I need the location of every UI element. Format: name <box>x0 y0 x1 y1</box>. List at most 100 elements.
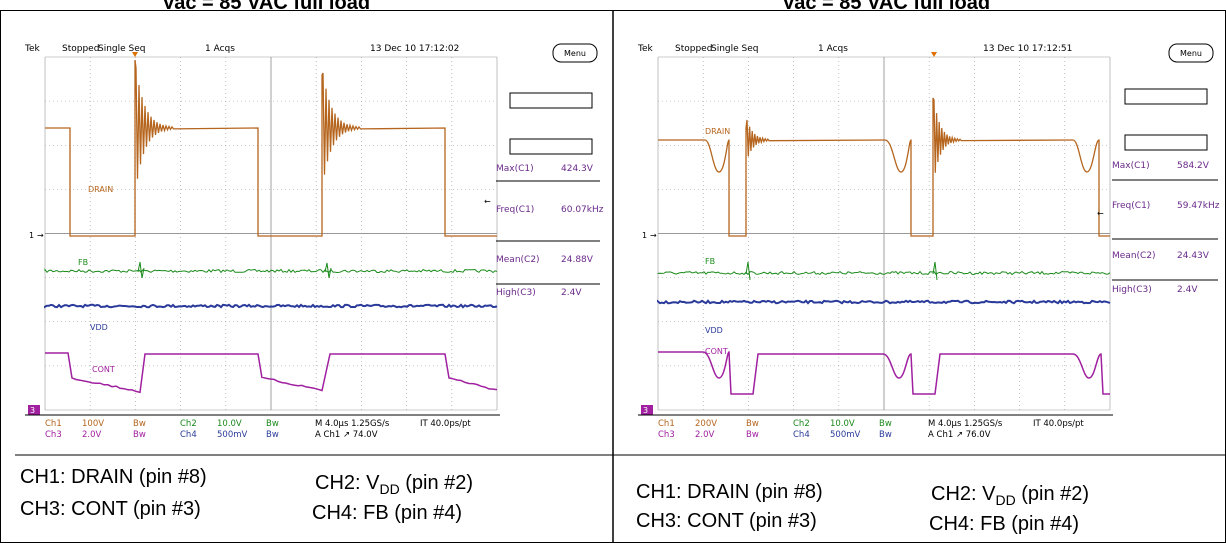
caption-ch3: CH3: CONT (pin #3) <box>20 498 201 520</box>
drain-label: DRAIN <box>705 127 730 136</box>
ch4-name: Ch4 <box>793 430 810 440</box>
meas-label: Freq(C1) <box>1112 201 1150 211</box>
fb-spike <box>324 262 332 279</box>
ch1-bw: Bw <box>133 419 146 429</box>
ch1-scale: 200V <box>695 419 717 429</box>
scope-state: Stopped <box>62 44 99 54</box>
ch4-bw: Bw <box>266 430 279 440</box>
meas-label: High(C3) <box>1112 285 1152 295</box>
ch3-bw: Bw <box>746 430 759 440</box>
ch1-bw: Bw <box>746 419 759 429</box>
scope-datetime: 13 Dec 10 17:12:02 <box>370 44 459 54</box>
measurements: Max(C1) 424.3V Freq(C1) 60.07kHz Mean(C2… <box>496 164 604 298</box>
scope-brand: Tek <box>24 44 41 54</box>
fb-spike <box>932 261 938 281</box>
record-length: IT 40.0ps/pt <box>420 419 471 429</box>
meas-value: 424.3V <box>561 164 594 174</box>
ref-arrow-icon: ← <box>1097 209 1104 218</box>
ch3-bw: Bw <box>133 430 146 440</box>
ch3-marker-icon: 3 <box>641 405 653 415</box>
fb-trace <box>657 270 1111 276</box>
ch4-bw: Bw <box>879 430 892 440</box>
caption-ch2-sub: DD <box>379 481 400 497</box>
ch1-name: Ch1 <box>45 419 62 429</box>
cont-label: CONT <box>92 365 115 374</box>
drain-trace <box>658 97 1110 237</box>
ref-arrow-icon: ← <box>484 197 491 206</box>
vdd-label: VDD <box>90 323 108 332</box>
caption-ch2: CH2: VDD (pin #2) <box>931 483 1089 508</box>
meas-value: 60.07kHz <box>561 205 604 215</box>
fb-spike <box>137 261 145 279</box>
meas-value: 24.43V <box>1177 251 1210 261</box>
ch1-scale: 100V <box>82 419 104 429</box>
graticule <box>657 56 1111 411</box>
scope-mode: Single Seq <box>711 44 759 54</box>
caption-ch2-sub: DD <box>995 492 1016 508</box>
ch2-name: Ch2 <box>180 419 197 429</box>
scope-datetime: 13 Dec 10 17:12:51 <box>983 44 1072 54</box>
meas-label: Mean(C2) <box>496 255 540 265</box>
vdd-label: VDD <box>705 326 723 335</box>
drain-label: DRAIN <box>88 185 113 194</box>
ch3-name: Ch3 <box>658 430 675 440</box>
fb-label: FB <box>78 258 88 267</box>
ch3-name: Ch3 <box>45 430 62 440</box>
vdd-trace <box>657 299 1111 305</box>
caption-ch4: CH4: FB (pin #4) <box>312 502 463 524</box>
timebase: M 4.0µs 1.25GS/s <box>315 419 390 429</box>
scope-screen-left: Tek Stopped Single Seq 1 Acqs 13 Dec 10 … <box>15 43 613 456</box>
meas-box-empty <box>509 138 593 155</box>
fb-trace <box>44 267 498 274</box>
caption-ch2-prefix: CH2: V <box>315 472 380 494</box>
timebase: M 4.0µs 1.25GS/s <box>928 419 1003 429</box>
scope-settings: Ch1 200V Bw Ch2 10.0V Bw M 4.0µs 1.25GS/… <box>658 419 1084 440</box>
menu-button-label: Menu <box>564 49 586 58</box>
menu-button-label: Menu <box>1180 49 1202 58</box>
meas-value: 2.4V <box>561 288 582 298</box>
scope-acqs: 1 Acqs <box>205 44 235 54</box>
caption-ch3: CH3: CONT (pin #3) <box>636 510 817 532</box>
fb-label: FB <box>705 257 715 266</box>
menu-button[interactable]: Menu <box>1168 43 1214 63</box>
scope-state: Stopped <box>675 44 712 54</box>
ch1-marker: 1 <box>29 231 34 240</box>
fb-spike <box>745 261 751 281</box>
ch2-bw: Bw <box>879 419 892 429</box>
meas-box-empty <box>1124 134 1208 151</box>
vdd-trace <box>44 303 498 309</box>
meas-label: Mean(C2) <box>1112 251 1156 261</box>
measurements: Max(C1) 584.2V Freq(C1) 59.47kHz Mean(C2… <box>1112 161 1220 295</box>
caption-ch1: CH1: DRAIN (pin #8) <box>20 466 207 488</box>
meas-label: Freq(C1) <box>496 205 534 215</box>
meas-label: Max(C1) <box>496 164 534 174</box>
record-length: IT 40.0ps/pt <box>1033 419 1084 429</box>
meas-box-empty <box>509 92 593 109</box>
scope-brand: Tek <box>637 44 654 54</box>
caption-ch2-suffix: (pin #2) <box>399 472 474 494</box>
ch1-marker-arrow-icon: → <box>37 231 44 240</box>
meas-value: 59.47kHz <box>1177 201 1220 211</box>
traces <box>657 97 1111 395</box>
meas-value: 2.4V <box>1177 285 1198 295</box>
caption-ch2-suffix: (pin #2) <box>1015 483 1090 505</box>
cont-label: CONT <box>705 347 728 356</box>
menu-button[interactable]: Menu <box>552 43 598 63</box>
ch2-name: Ch2 <box>793 419 810 429</box>
meas-value: 24.88V <box>561 255 594 265</box>
caption-ch4: CH4: FB (pin #4) <box>929 513 1080 535</box>
caption-ch2-prefix: CH2: V <box>931 483 996 505</box>
meas-value: 584.2V <box>1177 161 1210 171</box>
traces <box>44 59 498 394</box>
meas-box-empty <box>1124 88 1208 105</box>
ch2-scale: 10.0V <box>830 419 855 429</box>
caption-ch1: CH1: DRAIN (pin #8) <box>636 481 823 503</box>
trigger-marker-icon <box>132 52 138 57</box>
scope-acqs: 1 Acqs <box>818 44 848 54</box>
ch4-scale: 500mV <box>830 430 861 440</box>
ch3-scale: 2.0V <box>82 430 102 440</box>
ch4-name: Ch4 <box>180 430 197 440</box>
trigger: A Ch1 ↗ 74.0V <box>315 430 378 440</box>
drain-trace <box>45 59 497 237</box>
